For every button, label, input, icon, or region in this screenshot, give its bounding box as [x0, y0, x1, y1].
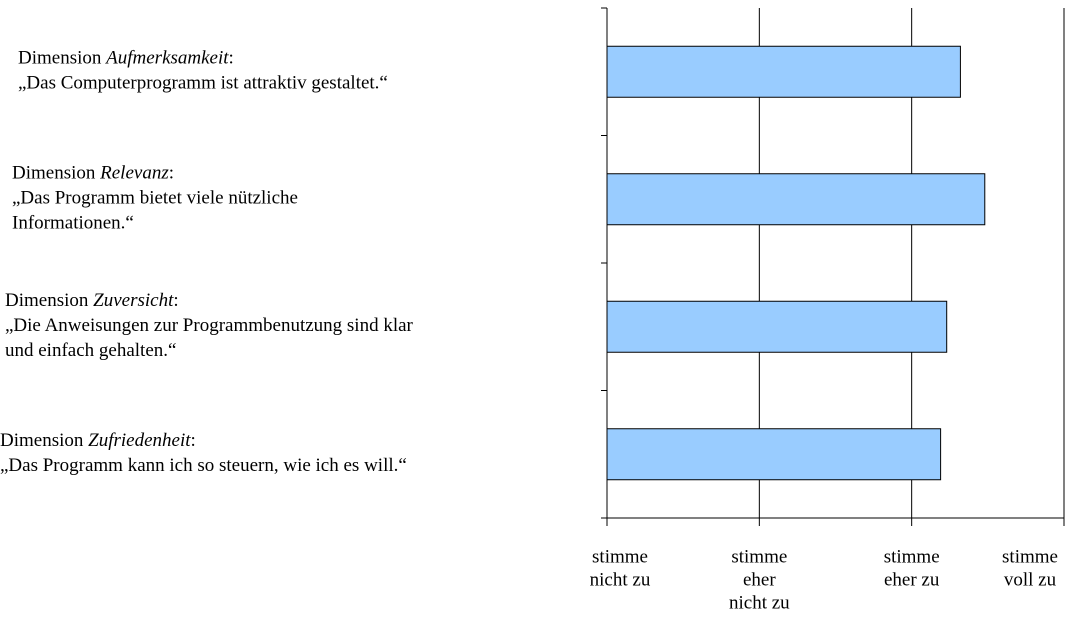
- heading-text: :: [173, 290, 178, 311]
- bar: [606, 173, 986, 226]
- x-tick-label: nicht zu: [590, 569, 651, 590]
- category-heading: Dimension Aufmerksamkeit:: [18, 48, 234, 69]
- x-tick-label: eher: [743, 569, 776, 590]
- dimension-name: Zufriedenheit: [88, 430, 191, 451]
- category-statement: Informationen.“: [12, 213, 134, 234]
- category-label: Dimension Zufriedenheit: „Das Programm ka…: [0, 430, 407, 476]
- heading-text: Dimension: [0, 430, 88, 451]
- heading-text: :: [169, 163, 174, 184]
- bar: [606, 300, 948, 353]
- category-statement: „Das Programm kann ich so steuern, wie i…: [0, 455, 407, 476]
- x-tick-label: stimme: [592, 546, 648, 567]
- heading-text: :: [229, 48, 234, 69]
- x-tick-label: stimme: [884, 546, 940, 567]
- category-label: Dimension Relevanz: „Das Programm bietet …: [12, 163, 298, 234]
- category-heading: Dimension Zufriedenheit:: [0, 430, 196, 451]
- x-tick-label: stimme: [1002, 546, 1058, 567]
- category-statement: „Das Computerprogramm ist attraktiv gest…: [18, 73, 388, 94]
- bar: [606, 428, 942, 481]
- category-heading: Dimension Relevanz:: [12, 163, 174, 184]
- heading-text: Dimension: [5, 290, 93, 311]
- category-statement: „Die Anweisungen zur Programmbenutzung s…: [5, 315, 414, 336]
- dimension-name: Relevanz: [99, 163, 169, 184]
- heading-text: Dimension: [12, 163, 100, 184]
- category-label: Dimension Aufmerksamkeit: „Das Computerpr…: [18, 48, 388, 94]
- heading-text: :: [191, 430, 196, 451]
- x-tick-label: stimme: [731, 546, 787, 567]
- category-statement: „Das Programm bietet viele nützliche: [12, 188, 298, 209]
- heading-text: Dimension: [18, 48, 106, 69]
- x-tick-label: nicht zu: [729, 592, 790, 613]
- dimension-name: Zuversicht: [93, 290, 174, 311]
- dimension-name: Aufmerksamkeit: [104, 48, 229, 69]
- category-label: Dimension Zuversicht: „Die Anweisungen zu…: [5, 290, 414, 361]
- category-heading: Dimension Zuversicht:: [5, 290, 179, 311]
- x-tick-label: eher zu: [884, 569, 940, 590]
- category-statement: und einfach gehalten.“: [5, 340, 176, 361]
- bar: [606, 45, 961, 98]
- x-tick-label: voll zu: [1004, 569, 1057, 590]
